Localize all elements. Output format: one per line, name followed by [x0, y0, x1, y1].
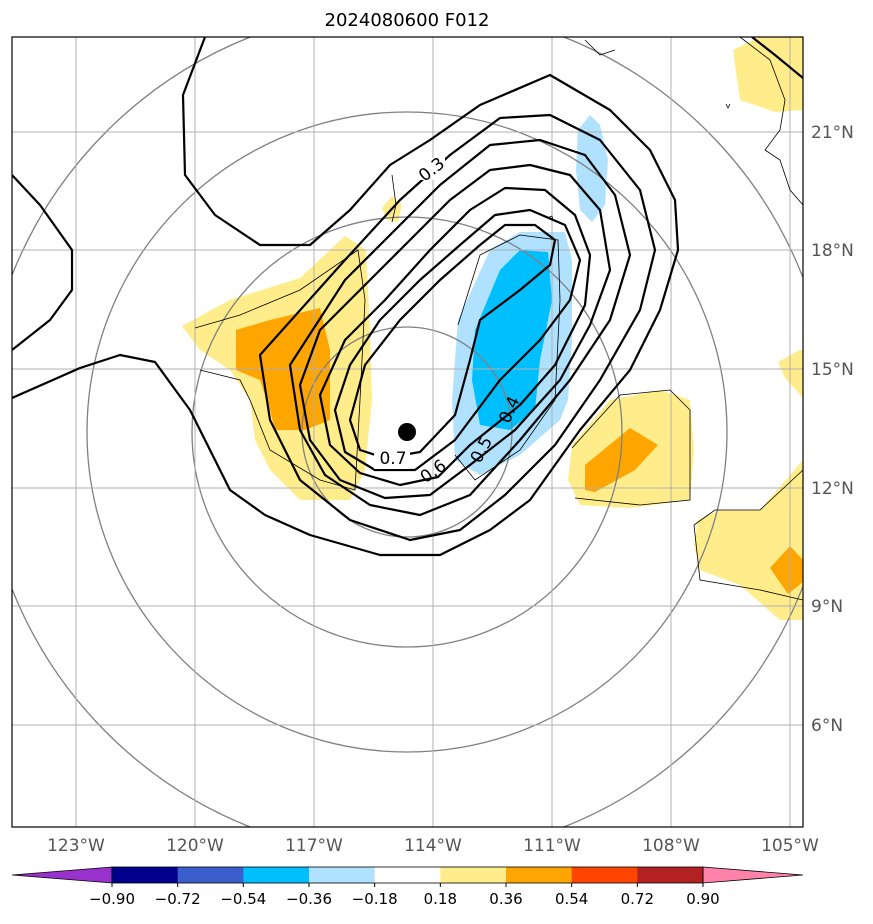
colorbar	[11, 866, 804, 884]
contour-line	[298, 163, 612, 500]
colorbar-segment	[112, 867, 179, 883]
grid-lines	[12, 37, 803, 827]
colorbar-segment	[571, 867, 638, 883]
fill-south-orange	[585, 428, 658, 492]
map-area: 0.3 0.4 0.5 0.6 0.7	[12, 37, 803, 827]
x-tick-label: 105°W	[761, 836, 819, 856]
y-axis: 21°N 18°N 15°N 12°N 9°N 6°N	[811, 123, 854, 736]
colorbar-segment	[440, 867, 507, 883]
colorbar-labels: −0.90 −0.72 −0.54 −0.36 −0.18 0.18 0.36 0.54 0.7…	[89, 883, 720, 908]
x-tick-label: 111°W	[523, 836, 581, 856]
colorbar-tick-label: 0.90	[686, 890, 719, 908]
chart-title: 2024080600 F012	[325, 10, 490, 31]
x-tick-label: 123°W	[47, 836, 105, 856]
outline	[693, 469, 803, 526]
colorbar-segment	[309, 867, 376, 883]
range-ring	[86, 111, 728, 753]
storm-center-marker	[398, 423, 416, 441]
fill-east-blue	[472, 250, 552, 430]
map-frame	[11, 36, 804, 828]
y-tick-label: 12°N	[811, 479, 854, 499]
y-tick-label: 15°N	[811, 360, 854, 380]
colorbar-segment	[374, 867, 441, 883]
colorbar-tick-label: 0.72	[621, 890, 654, 908]
colorbar-outline	[111, 866, 704, 884]
outline	[739, 37, 803, 206]
colorbar-tick-label: −0.72	[155, 890, 201, 908]
colorbar-tick-label: 0.54	[555, 890, 588, 908]
colorbar-extend-high	[702, 866, 804, 884]
colorbar-segment	[177, 867, 244, 883]
filled-areas	[182, 37, 803, 620]
contour-line	[12, 174, 74, 351]
fill-se-orange	[770, 546, 803, 594]
outline	[454, 234, 561, 481]
contour-line	[288, 138, 632, 517]
contour-line	[333, 208, 582, 472]
colorbar-tick-label: 0.36	[489, 890, 522, 908]
contour-line	[12, 37, 680, 557]
x-tick-label: 114°W	[404, 836, 462, 856]
contours	[12, 37, 803, 557]
x-tick-label: 117°W	[285, 836, 343, 856]
outline	[584, 39, 616, 56]
colorbar-segment	[243, 867, 310, 883]
colorbar-tick-label: −0.18	[352, 890, 398, 908]
contour-line	[318, 186, 592, 487]
contour-label: 0.7	[379, 449, 406, 469]
y-tick-label: 6°N	[811, 716, 843, 736]
fill-ne-light	[733, 37, 803, 112]
colorbar-segment	[637, 867, 704, 883]
outline	[571, 389, 691, 506]
colorbar-tick-label: −0.54	[220, 890, 266, 908]
colorbar-extend-low	[11, 866, 113, 884]
colorbar-tick-label: 0.18	[424, 890, 457, 908]
colorbar-segment	[506, 867, 573, 883]
fill-se-light	[694, 460, 803, 620]
contour-line	[751, 37, 803, 79]
x-tick-label: 108°W	[642, 836, 700, 856]
colorbar-tick-label: −0.90	[89, 890, 135, 908]
outline	[725, 103, 731, 109]
outline	[693, 524, 803, 601]
y-tick-label: 9°N	[811, 597, 843, 617]
contour-line	[258, 113, 657, 542]
y-tick-label: 21°N	[811, 123, 854, 143]
x-axis: 123°W 120°W 117°W 114°W 111°W 108°W 105°…	[47, 836, 819, 856]
x-tick-label: 120°W	[166, 836, 224, 856]
colorbar-tick-label: −0.36	[286, 890, 332, 908]
y-tick-label: 18°N	[811, 241, 854, 261]
